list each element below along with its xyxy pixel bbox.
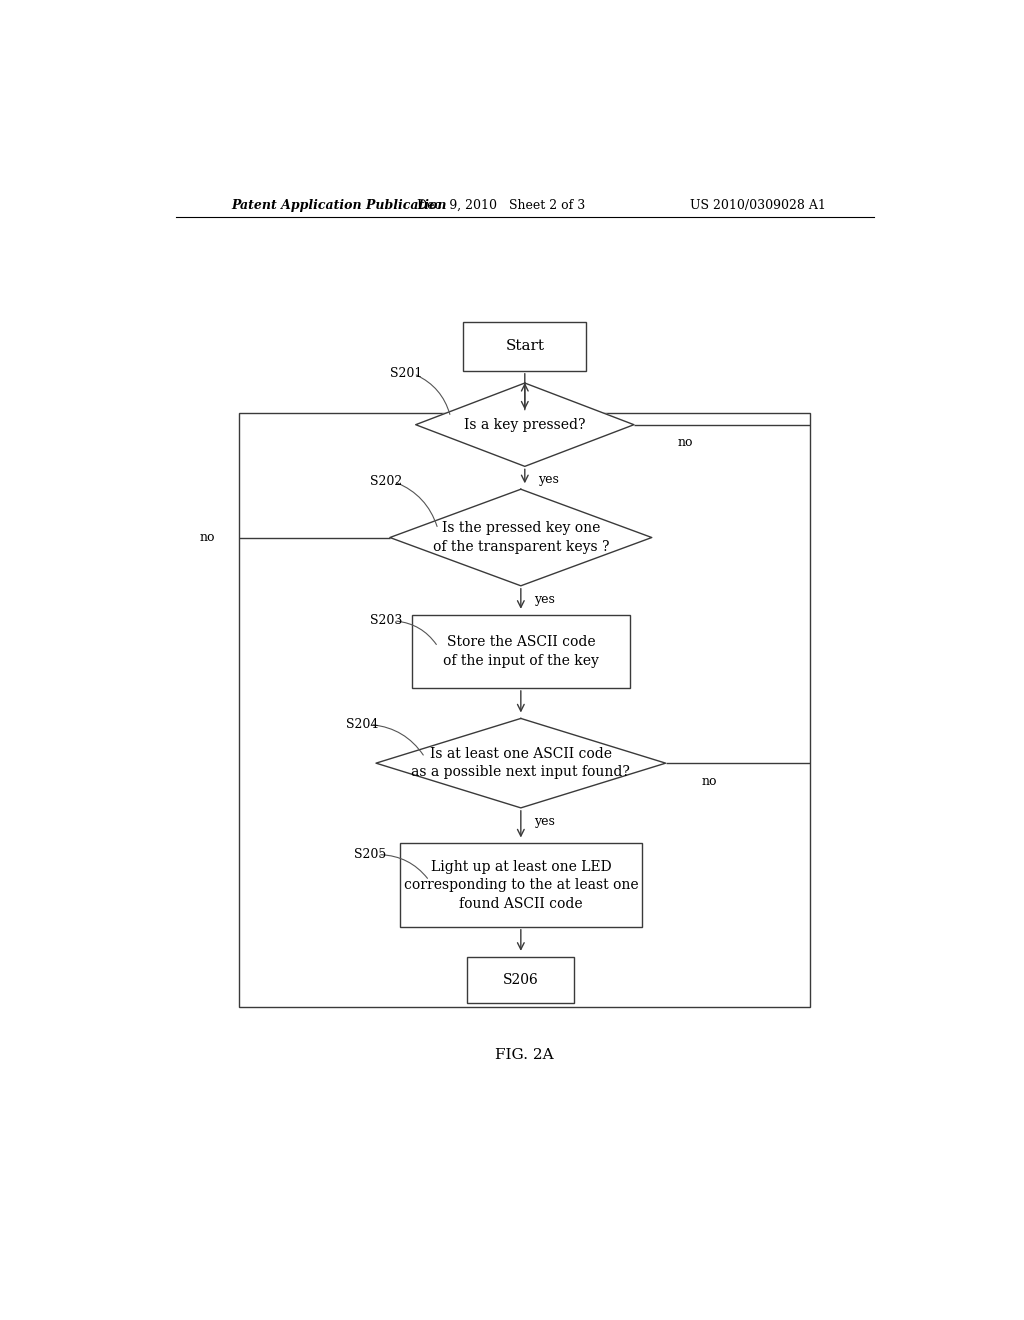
Text: S203: S203: [370, 614, 402, 627]
Bar: [412, 615, 630, 688]
Polygon shape: [390, 490, 652, 586]
Text: Dec. 9, 2010   Sheet 2 of 3: Dec. 9, 2010 Sheet 2 of 3: [417, 198, 585, 211]
Text: S202: S202: [370, 475, 402, 488]
Text: Store the ASCII code
of the input of the key: Store the ASCII code of the input of the…: [443, 635, 599, 668]
Polygon shape: [416, 383, 634, 466]
Text: S205: S205: [354, 849, 386, 861]
Text: US 2010/0309028 A1: US 2010/0309028 A1: [690, 198, 826, 211]
Text: Is the pressed key one
of the transparent keys ?: Is the pressed key one of the transparen…: [432, 521, 609, 553]
Text: yes: yes: [535, 593, 555, 606]
Bar: [399, 843, 642, 927]
Text: Patent Application Publication: Patent Application Publication: [231, 198, 446, 211]
Bar: [240, 413, 811, 1007]
Text: S204: S204: [346, 718, 379, 731]
Text: FIG. 2A: FIG. 2A: [496, 1048, 554, 1061]
Text: no: no: [678, 437, 693, 450]
Bar: [463, 322, 587, 371]
Text: Is at least one ASCII code
as a possible next input found?: Is at least one ASCII code as a possible…: [412, 747, 630, 779]
Polygon shape: [376, 718, 666, 808]
Text: Is a key pressed?: Is a key pressed?: [464, 417, 586, 432]
Text: yes: yes: [539, 473, 559, 486]
Text: S201: S201: [390, 367, 422, 380]
Text: no: no: [701, 775, 717, 788]
Text: S206: S206: [503, 973, 539, 986]
Text: yes: yes: [535, 814, 555, 828]
Text: no: no: [200, 531, 215, 544]
Bar: [467, 957, 574, 1002]
Text: Start: Start: [505, 339, 545, 354]
Text: Light up at least one LED
corresponding to the at least one
found ASCII code: Light up at least one LED corresponding …: [403, 859, 638, 911]
